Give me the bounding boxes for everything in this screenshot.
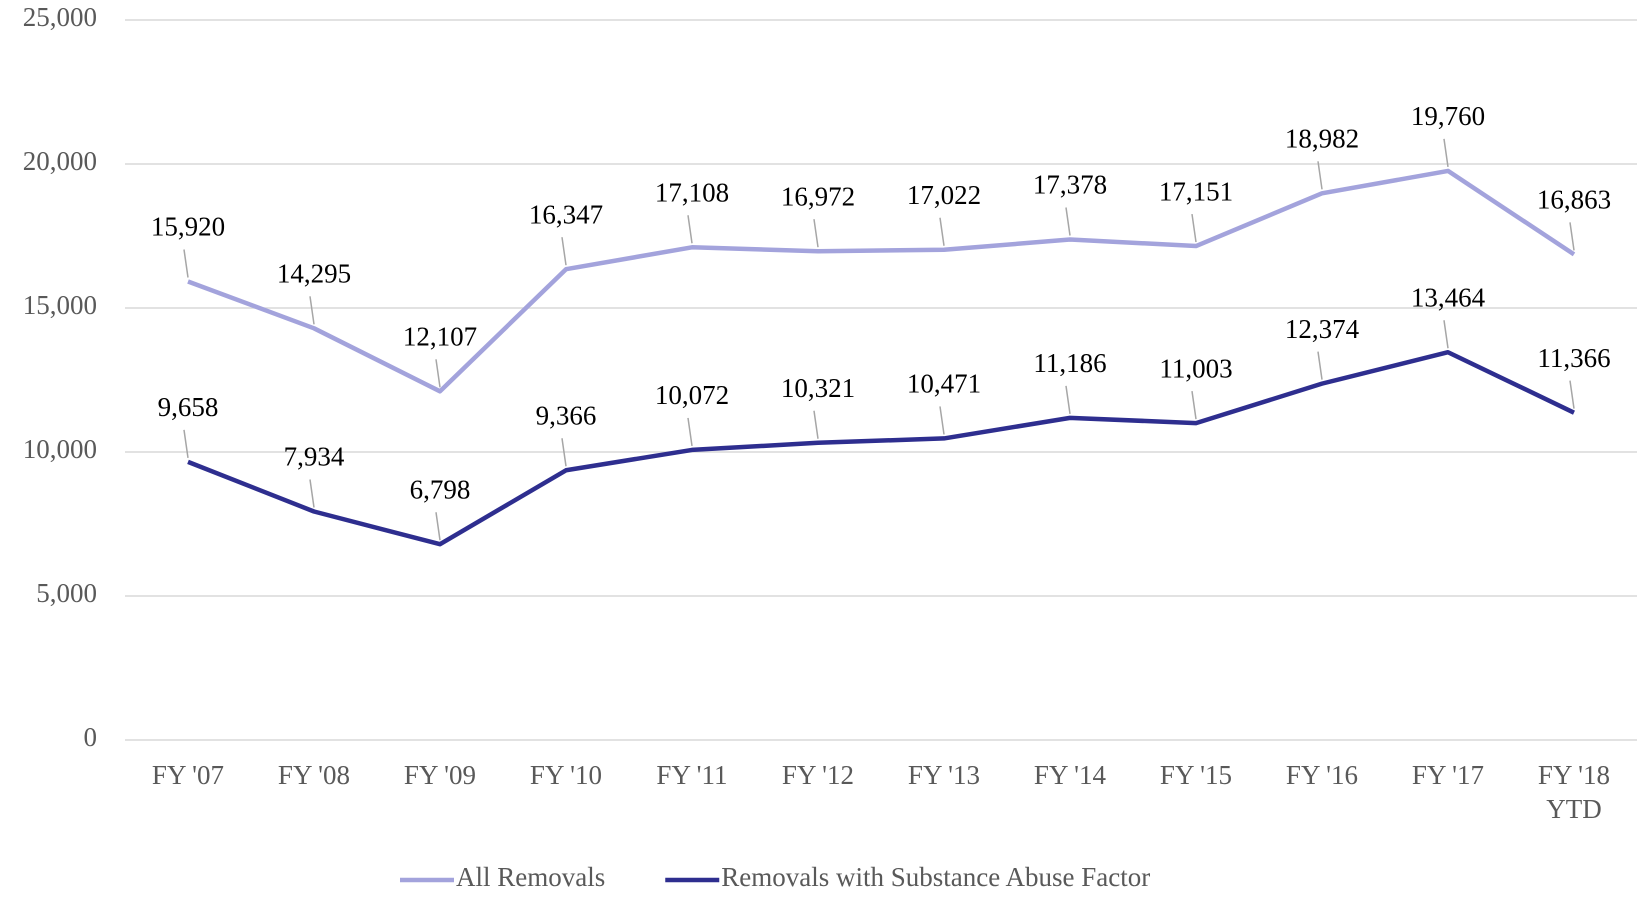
data-label: 19,760: [1411, 101, 1485, 131]
x-tick-label: FY '15: [1160, 760, 1232, 790]
leader-line: [687, 417, 693, 447]
legend-label: All Removals: [456, 862, 605, 892]
data-label: 12,107: [403, 322, 477, 352]
leader-line: [1191, 391, 1197, 420]
leader-line: [183, 249, 189, 278]
data-label: 7,934: [284, 442, 345, 472]
x-tick-label: FY '11: [656, 760, 727, 790]
y-tick-label: 25,000: [23, 2, 97, 32]
leader-line: [1317, 351, 1323, 380]
leader-line: [309, 296, 315, 325]
leader-line: [435, 359, 441, 388]
leader-line: [1443, 138, 1449, 168]
leader-line: [939, 217, 945, 246]
data-label: 17,108: [655, 177, 729, 207]
data-label: 12,374: [1285, 314, 1360, 344]
leader-line: [1569, 380, 1575, 409]
data-label: 16,972: [781, 181, 855, 211]
leader-line: [183, 429, 189, 458]
leader-line: [813, 219, 819, 248]
leader-line: [1443, 320, 1449, 349]
leader-line: [435, 512, 441, 541]
leader-line: [687, 215, 693, 244]
x-tick-label: FY '12: [782, 760, 854, 790]
leader-line: [813, 410, 819, 439]
data-label: 9,366: [536, 400, 597, 430]
y-tick-label: 15,000: [23, 290, 97, 320]
y-tick-label: 0: [84, 722, 98, 752]
data-label: 17,151: [1159, 176, 1233, 206]
x-tick-label: FY '10: [530, 760, 602, 790]
x-tick-label: FY '16: [1286, 760, 1358, 790]
data-label: 17,022: [907, 180, 981, 210]
data-label: 16,347: [529, 199, 603, 229]
leader-line: [1191, 213, 1197, 243]
leader-line: [939, 406, 945, 435]
data-label: 11,186: [1033, 348, 1106, 378]
legend-label: Removals with Substance Abuse Factor: [721, 862, 1150, 892]
x-tick-label: FY '09: [404, 760, 476, 790]
series-line: [187, 168, 1576, 394]
leader-line: [561, 438, 567, 467]
x-tick-label: FY '08: [278, 760, 350, 790]
data-label: 11,003: [1159, 353, 1232, 383]
leader-line: [309, 479, 315, 508]
data-label: 10,471: [907, 369, 981, 399]
x-tick-label: FY '07: [152, 760, 224, 790]
leader-line: [561, 237, 567, 266]
data-label: 9,658: [158, 392, 219, 422]
data-label: 13,464: [1411, 282, 1486, 312]
data-label: 6,798: [410, 474, 471, 504]
leader-line: [1065, 207, 1071, 236]
x-tick-label: FY '17: [1412, 760, 1484, 790]
data-label: 10,321: [781, 373, 855, 403]
x-tick-label: FY '14: [1034, 760, 1107, 790]
data-label: 14,295: [277, 259, 351, 289]
data-label: 15,920: [151, 212, 225, 242]
series-line: [187, 349, 1575, 547]
data-label: 16,863: [1537, 185, 1611, 215]
x-tick-label: FY '18 YTD: [1538, 760, 1610, 824]
data-label: 18,982: [1285, 124, 1359, 154]
y-tick-label: 20,000: [23, 146, 97, 176]
y-tick-label: 10,000: [23, 434, 97, 464]
data-label: 17,378: [1033, 170, 1107, 200]
leader-line: [1065, 385, 1071, 414]
data-label: 11,366: [1537, 343, 1610, 373]
x-tick-label: FY '13: [908, 760, 980, 790]
leader-line: [1317, 161, 1323, 190]
y-tick-label: 5,000: [36, 578, 97, 608]
leader-line: [1569, 222, 1575, 251]
data-label: 10,072: [655, 380, 729, 410]
